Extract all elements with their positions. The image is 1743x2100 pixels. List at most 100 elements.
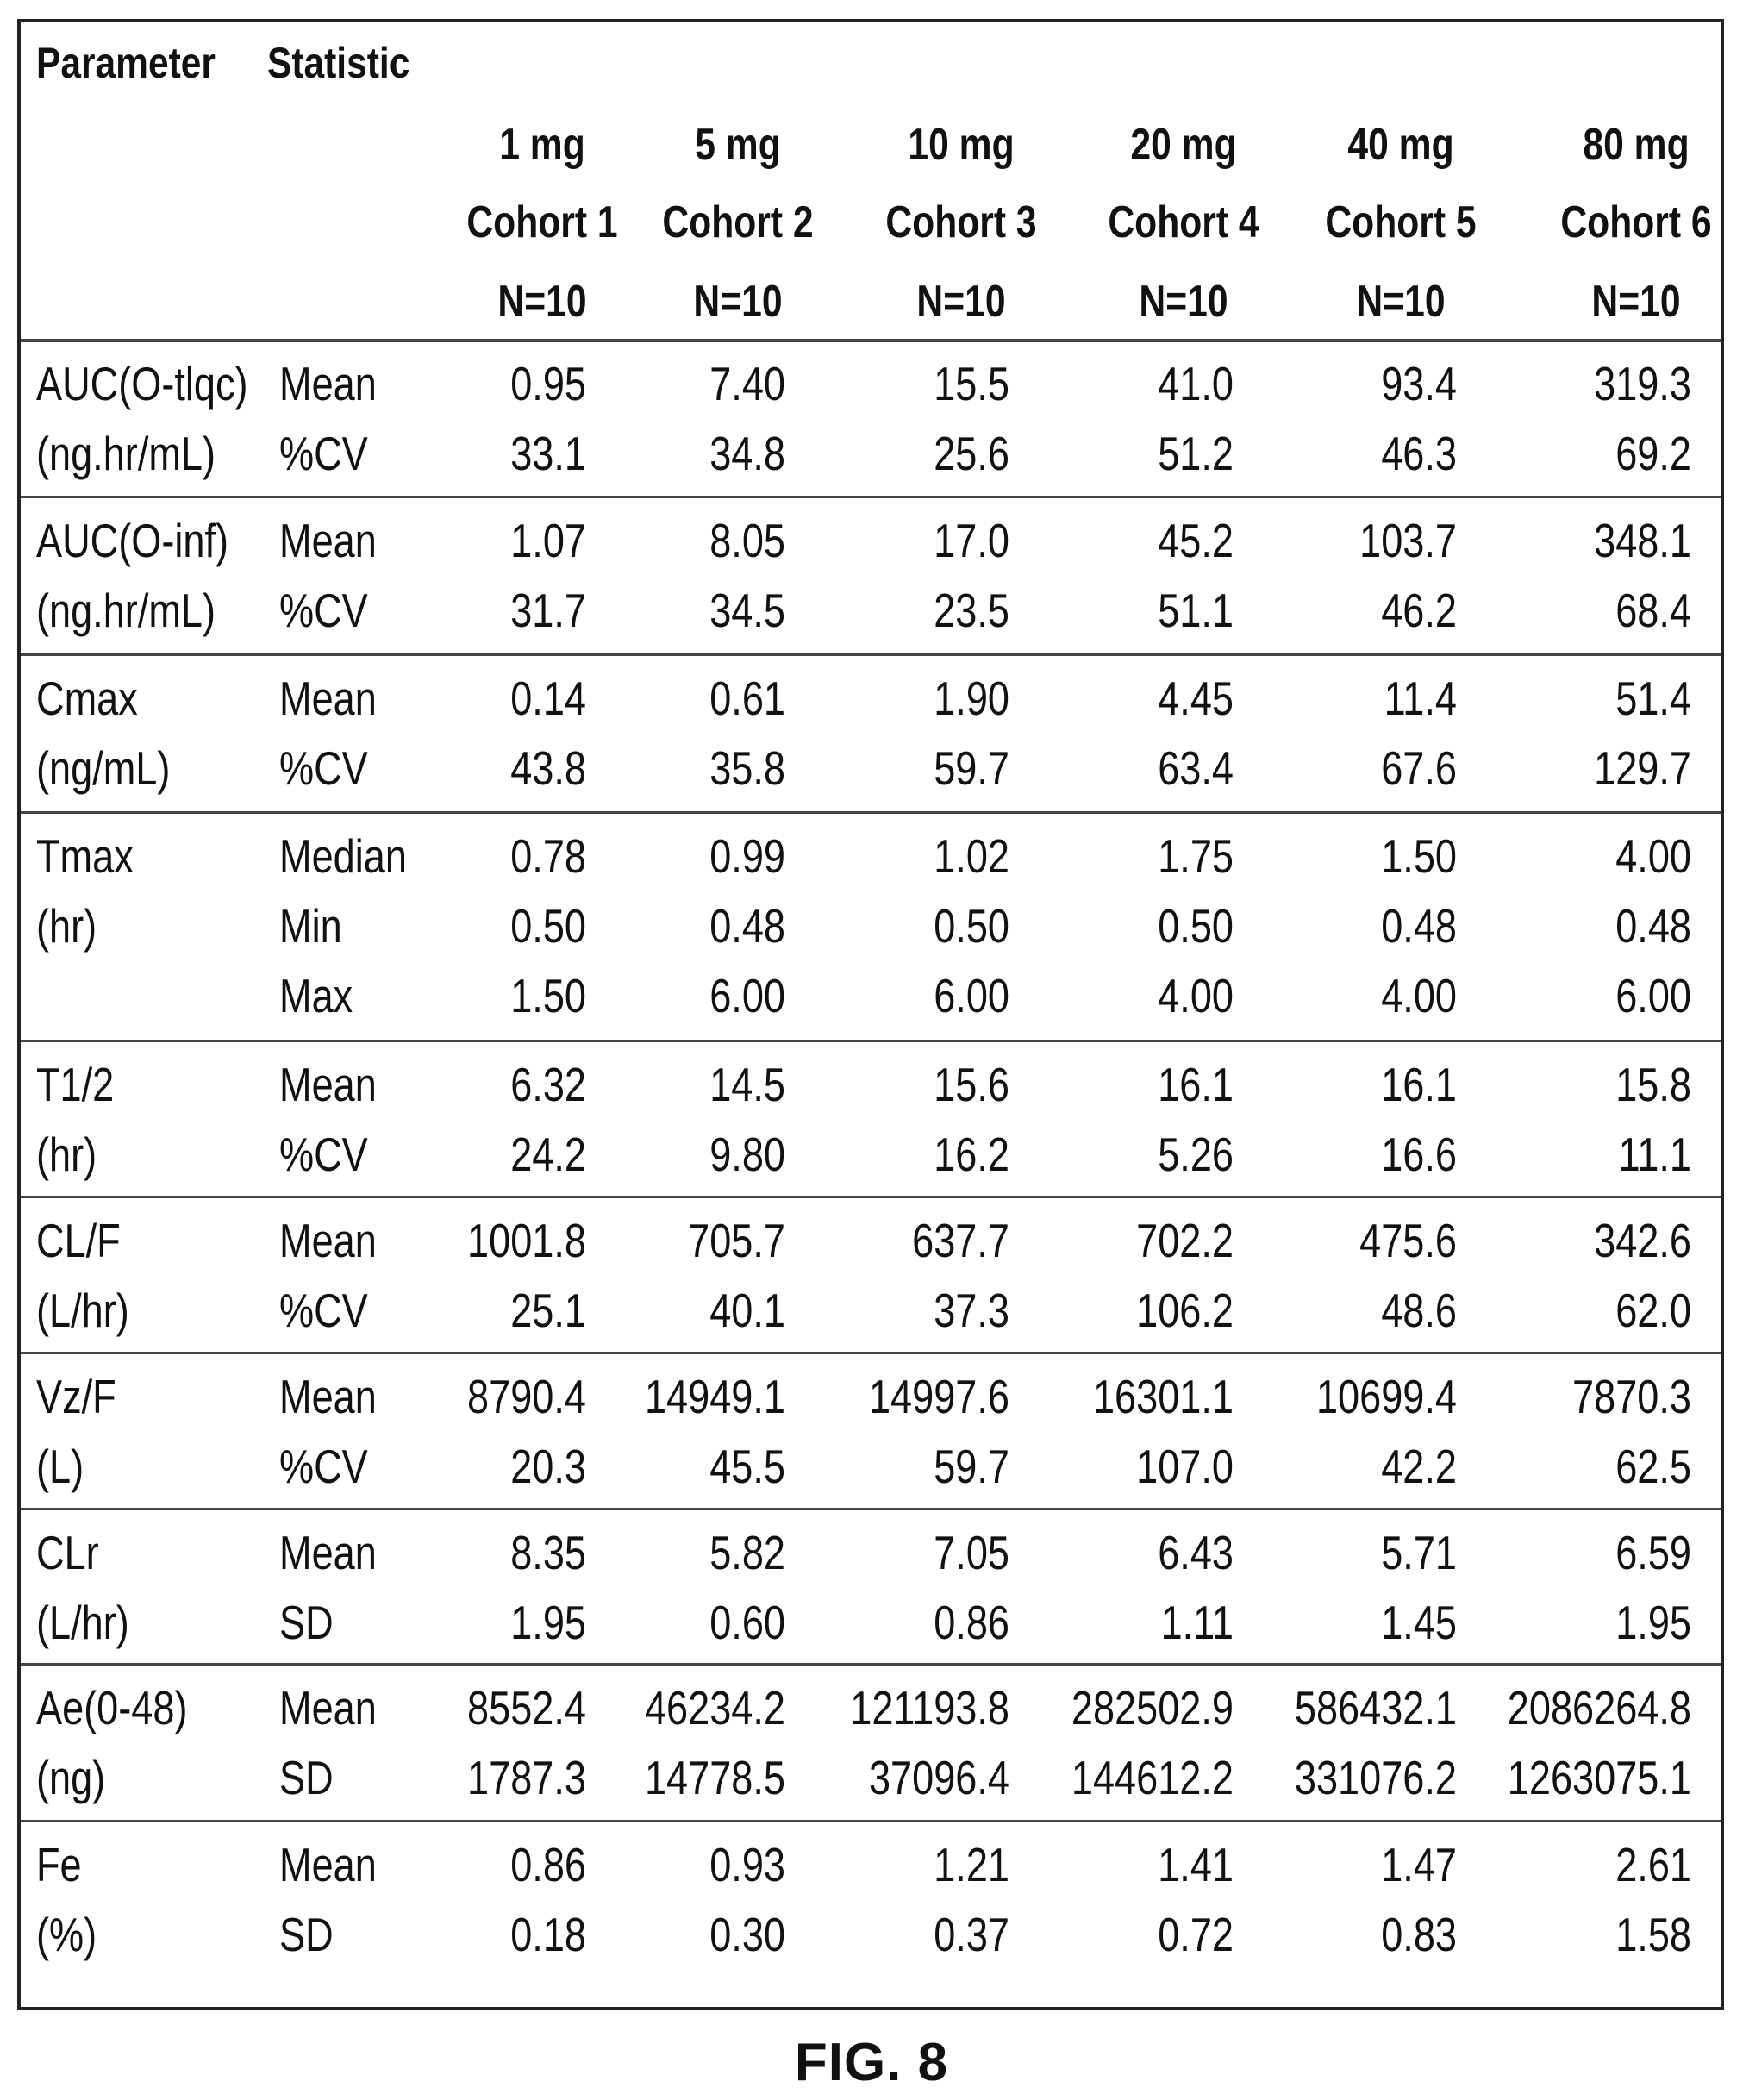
parameter-unit: (L/hr)	[36, 1284, 129, 1337]
value-cell: 6.00	[709, 969, 785, 1022]
value-cell: 8552.4	[467, 1681, 586, 1734]
statistic-label: Mean	[279, 514, 377, 567]
parameter-unit: (L)	[36, 1440, 84, 1493]
value-cell: 6.43	[1158, 1526, 1234, 1579]
value-cell: 0.48	[1615, 899, 1691, 953]
value-cell: 15.8	[1615, 1058, 1691, 1111]
value-cell: 103.7	[1359, 514, 1457, 567]
group-separator	[21, 1663, 1721, 1666]
statistic-label: Mean	[279, 1058, 377, 1111]
statistic-label: %CV	[279, 1128, 368, 1181]
value-cell: 46.3	[1381, 427, 1457, 480]
parameter-name: CLr	[36, 1526, 99, 1579]
value-cell: 7870.3	[1572, 1370, 1691, 1423]
value-cell: 14.5	[709, 1058, 785, 1111]
value-cell: 1.11	[1160, 1596, 1234, 1649]
value-cell: 0.30	[709, 1908, 785, 1961]
value-cell: 475.6	[1359, 1214, 1457, 1267]
cohort-dose: 80 mg	[1583, 120, 1690, 170]
value-cell: 586432.1	[1294, 1681, 1457, 1734]
value-cell: 282502.9	[1071, 1681, 1234, 1734]
value-cell: 25.6	[934, 427, 1009, 480]
value-cell: 16.6	[1381, 1128, 1457, 1181]
group-separator	[21, 1820, 1721, 1822]
group-separator	[21, 1196, 1721, 1198]
value-cell: 6.59	[1615, 1526, 1691, 1579]
parameter-unit: (hr)	[36, 1128, 97, 1181]
value-cell: 705.7	[688, 1214, 785, 1267]
value-cell: 5.71	[1381, 1526, 1457, 1579]
value-cell: 0.86	[934, 1596, 1009, 1649]
value-cell: 69.2	[1615, 427, 1691, 480]
value-cell: 16.1	[1381, 1058, 1457, 1111]
value-cell: 144612.2	[1071, 1751, 1234, 1804]
cohort-name: Cohort 5	[1325, 197, 1477, 247]
value-cell: 23.5	[934, 584, 1009, 637]
value-cell: 0.37	[934, 1908, 1009, 1961]
statistic-label: Min	[279, 899, 342, 953]
cohort-n: N=10	[693, 277, 783, 327]
cohort-name: Cohort 6	[1560, 197, 1712, 247]
value-cell: 0.72	[1158, 1908, 1234, 1961]
value-cell: 15.5	[934, 357, 1009, 410]
value-cell: 34.5	[709, 584, 785, 637]
value-cell: 0.60	[709, 1596, 785, 1649]
value-cell: 14997.6	[868, 1370, 1009, 1423]
value-cell: 11.1	[1618, 1128, 1691, 1181]
value-cell: 2.61	[1615, 1838, 1691, 1891]
cohort-name: Cohort 4	[1108, 197, 1259, 247]
parameter-unit: (ng.hr/mL)	[36, 427, 216, 480]
value-cell: 11.4	[1384, 672, 1457, 725]
cohort-n: N=10	[1139, 277, 1228, 327]
value-cell: 0.86	[510, 1838, 586, 1891]
value-cell: 342.6	[1594, 1214, 1691, 1267]
group-separator	[21, 653, 1721, 656]
value-cell: 8.05	[709, 514, 785, 567]
value-cell: 8790.4	[467, 1370, 586, 1423]
value-cell: 4.00	[1381, 969, 1457, 1022]
value-cell: 33.1	[510, 427, 586, 480]
cohort-n: N=10	[1591, 277, 1681, 327]
value-cell: 0.14	[510, 672, 586, 725]
value-cell: 63.4	[1158, 741, 1234, 795]
statistic-label: SD	[279, 1908, 334, 1961]
value-cell: 45.2	[1158, 514, 1234, 567]
value-cell: 51.2	[1158, 427, 1234, 480]
statistic-label: Mean	[279, 672, 377, 725]
value-cell: 121193.8	[850, 1681, 1009, 1734]
value-cell: 0.83	[1381, 1908, 1457, 1961]
value-cell: 6.00	[934, 969, 1009, 1022]
value-cell: 107.0	[1136, 1440, 1234, 1493]
value-cell: 8.35	[510, 1526, 586, 1579]
value-cell: 59.7	[934, 741, 1009, 795]
cohort-n: N=10	[916, 277, 1006, 327]
value-cell: 1001.8	[467, 1214, 586, 1267]
value-cell: 51.4	[1615, 672, 1691, 725]
value-cell: 16.2	[934, 1128, 1009, 1181]
value-cell: 1263075.1	[1507, 1751, 1691, 1804]
value-cell: 46234.2	[644, 1681, 785, 1734]
value-cell: 42.2	[1381, 1440, 1457, 1493]
parameter-name: Tmax	[36, 829, 134, 883]
value-cell: 1.45	[1381, 1596, 1457, 1649]
statistic-label: Mean	[279, 1214, 377, 1267]
group-separator	[21, 1040, 1721, 1042]
value-cell: 43.8	[510, 741, 586, 795]
value-cell: 1.90	[934, 672, 1009, 725]
value-cell: 1.21	[934, 1838, 1009, 1891]
value-cell: 129.7	[1594, 741, 1691, 795]
statistic-label: Mean	[279, 1370, 377, 1423]
value-cell: 4.45	[1158, 672, 1234, 725]
value-cell: 7.40	[709, 357, 785, 410]
value-cell: 62.5	[1615, 1440, 1691, 1493]
cohort-dose: 40 mg	[1347, 120, 1454, 170]
cohort-n: N=10	[1356, 277, 1446, 327]
group-separator	[21, 1352, 1721, 1354]
value-cell: 319.3	[1594, 357, 1691, 410]
value-cell: 5.82	[709, 1526, 785, 1579]
value-cell: 93.4	[1381, 357, 1457, 410]
value-cell: 0.48	[1381, 899, 1457, 953]
value-cell: 1.75	[1158, 829, 1234, 883]
value-cell: 1.58	[1615, 1908, 1691, 1961]
value-cell: 14949.1	[644, 1370, 785, 1423]
